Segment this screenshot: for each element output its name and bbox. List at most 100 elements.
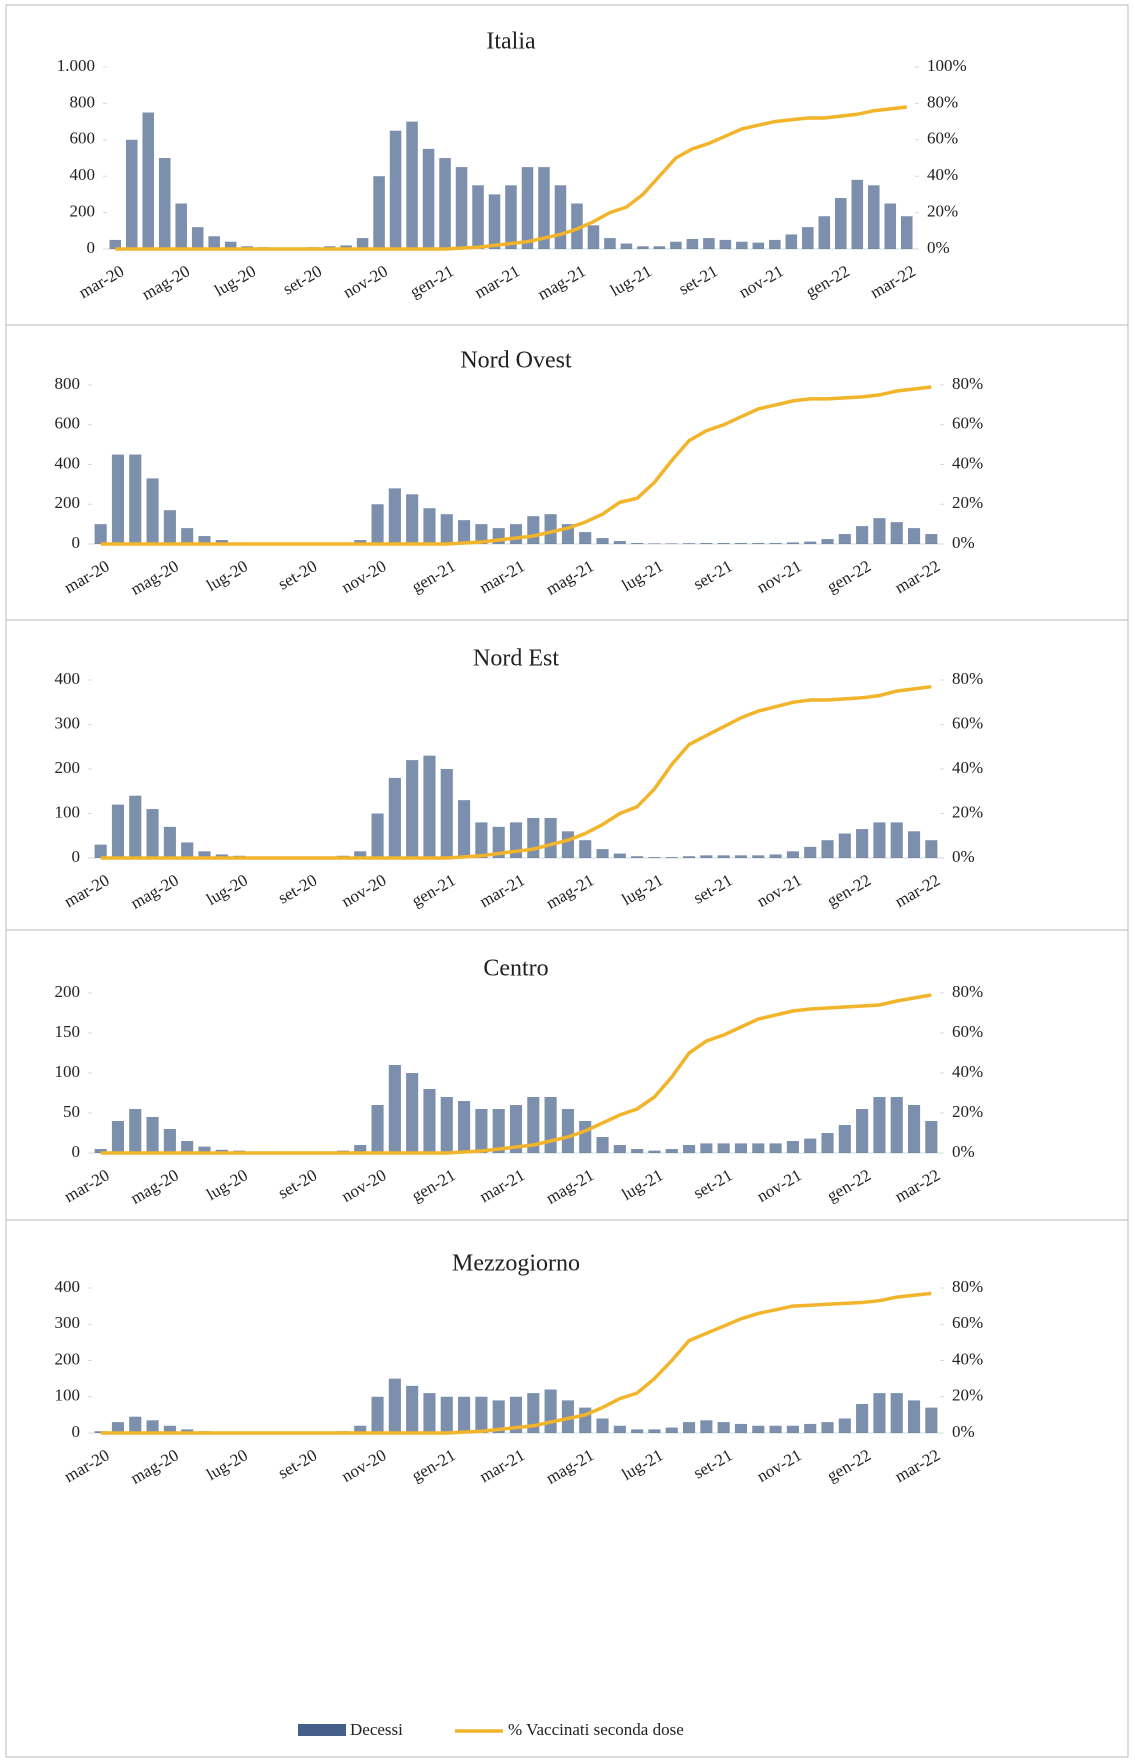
bar bbox=[488, 194, 501, 249]
y-tick-label: 600 bbox=[55, 414, 81, 433]
x-tick-label: set-21 bbox=[690, 1445, 735, 1482]
bar bbox=[423, 755, 436, 858]
bar bbox=[717, 543, 730, 544]
y2-tick-label: 0% bbox=[952, 1142, 975, 1161]
y2-tick-label: 40% bbox=[952, 1349, 983, 1368]
x-tick-label: gen-22 bbox=[824, 1445, 874, 1485]
bar bbox=[422, 148, 435, 249]
bar bbox=[146, 1420, 159, 1433]
x-tick-label: set-21 bbox=[690, 870, 735, 907]
x-tick-label: gen-21 bbox=[408, 870, 458, 910]
y-tick-label: 0 bbox=[72, 533, 81, 552]
bar bbox=[907, 1400, 921, 1433]
x-tick-label: set-21 bbox=[690, 556, 735, 593]
bar bbox=[786, 542, 799, 544]
chart-title: Mezzogiorno bbox=[452, 1251, 580, 1277]
bar bbox=[423, 1393, 436, 1433]
bar bbox=[458, 800, 471, 858]
chart-title: Italia bbox=[486, 29, 536, 55]
bar bbox=[181, 528, 194, 544]
bar bbox=[637, 246, 649, 249]
bar bbox=[665, 1427, 678, 1433]
x-tick-label: nov-21 bbox=[754, 556, 805, 597]
bar bbox=[769, 1425, 782, 1433]
frame bbox=[5, 4, 1129, 1758]
line bbox=[100, 385, 932, 546]
bar bbox=[587, 225, 600, 249]
bar bbox=[613, 541, 626, 544]
x-tick-label: lug-21 bbox=[618, 1165, 666, 1204]
bar bbox=[579, 840, 592, 858]
y-tick-label: 100 bbox=[55, 1386, 81, 1405]
bar bbox=[492, 1109, 505, 1153]
bar bbox=[665, 1149, 678, 1153]
bar bbox=[579, 532, 592, 544]
x-tick-label: nov-21 bbox=[736, 261, 787, 302]
bar bbox=[873, 1393, 886, 1433]
bar bbox=[665, 857, 678, 858]
x-tick-label: gen-21 bbox=[407, 261, 457, 301]
bar bbox=[769, 543, 782, 544]
bar bbox=[596, 849, 609, 858]
y2-tick-label: 0% bbox=[952, 1422, 975, 1441]
bar bbox=[604, 238, 616, 249]
y-tick-label: 0 bbox=[72, 847, 81, 866]
bar bbox=[458, 520, 471, 544]
bar bbox=[734, 543, 748, 544]
bar bbox=[648, 1429, 661, 1433]
bar bbox=[129, 795, 142, 858]
bar bbox=[181, 1141, 194, 1153]
bar bbox=[440, 769, 453, 858]
y-tick-label: 150 bbox=[55, 1022, 81, 1041]
bar bbox=[146, 1117, 159, 1153]
bar bbox=[868, 185, 880, 249]
bar bbox=[717, 855, 730, 858]
x-tick-label: gen-22 bbox=[802, 261, 852, 301]
bar bbox=[873, 518, 886, 544]
bar bbox=[354, 1425, 367, 1433]
y-tick-label: 200 bbox=[55, 493, 81, 512]
bar bbox=[613, 853, 626, 858]
x-tick-label: lug-20 bbox=[211, 261, 259, 300]
x-tick-label: gen-22 bbox=[824, 1165, 874, 1205]
x-tick-label: lug-21 bbox=[618, 1445, 666, 1484]
bar bbox=[472, 185, 484, 249]
bar bbox=[818, 216, 831, 249]
bar bbox=[700, 543, 713, 544]
x-tick-label: set-20 bbox=[275, 870, 320, 907]
y2-tick-label: 20% bbox=[952, 1386, 983, 1405]
bar bbox=[163, 1129, 176, 1153]
y2-tick-label: 40% bbox=[952, 453, 983, 472]
y2-tick-label: 0% bbox=[952, 533, 975, 552]
line bbox=[100, 1291, 932, 1435]
bar bbox=[354, 1145, 367, 1153]
x-tick-label: mag-20 bbox=[127, 1445, 181, 1487]
bar bbox=[455, 167, 468, 249]
bar bbox=[596, 1418, 609, 1433]
y-tick-label: 0 bbox=[87, 238, 96, 257]
bar bbox=[890, 1097, 903, 1153]
bar bbox=[158, 158, 171, 249]
bar bbox=[406, 494, 419, 544]
bar bbox=[561, 1109, 574, 1153]
bar bbox=[94, 524, 107, 544]
bar bbox=[191, 227, 204, 249]
bar bbox=[509, 1105, 523, 1153]
x-tick-label: set-21 bbox=[675, 261, 720, 298]
bar bbox=[907, 1105, 921, 1153]
y2-tick-label: 40% bbox=[952, 1062, 983, 1081]
bar bbox=[544, 1389, 557, 1433]
bar bbox=[406, 760, 419, 858]
x-tick-label: mar-21 bbox=[476, 870, 528, 911]
bar bbox=[505, 185, 517, 249]
bar bbox=[129, 1109, 142, 1153]
bar bbox=[596, 538, 609, 544]
y-tick-label: 200 bbox=[70, 202, 96, 221]
line bbox=[115, 105, 908, 251]
x-tick-label: lug-21 bbox=[607, 261, 655, 300]
bar bbox=[717, 1143, 730, 1153]
bar bbox=[388, 777, 401, 858]
bar bbox=[373, 176, 385, 249]
bar bbox=[838, 1125, 851, 1153]
